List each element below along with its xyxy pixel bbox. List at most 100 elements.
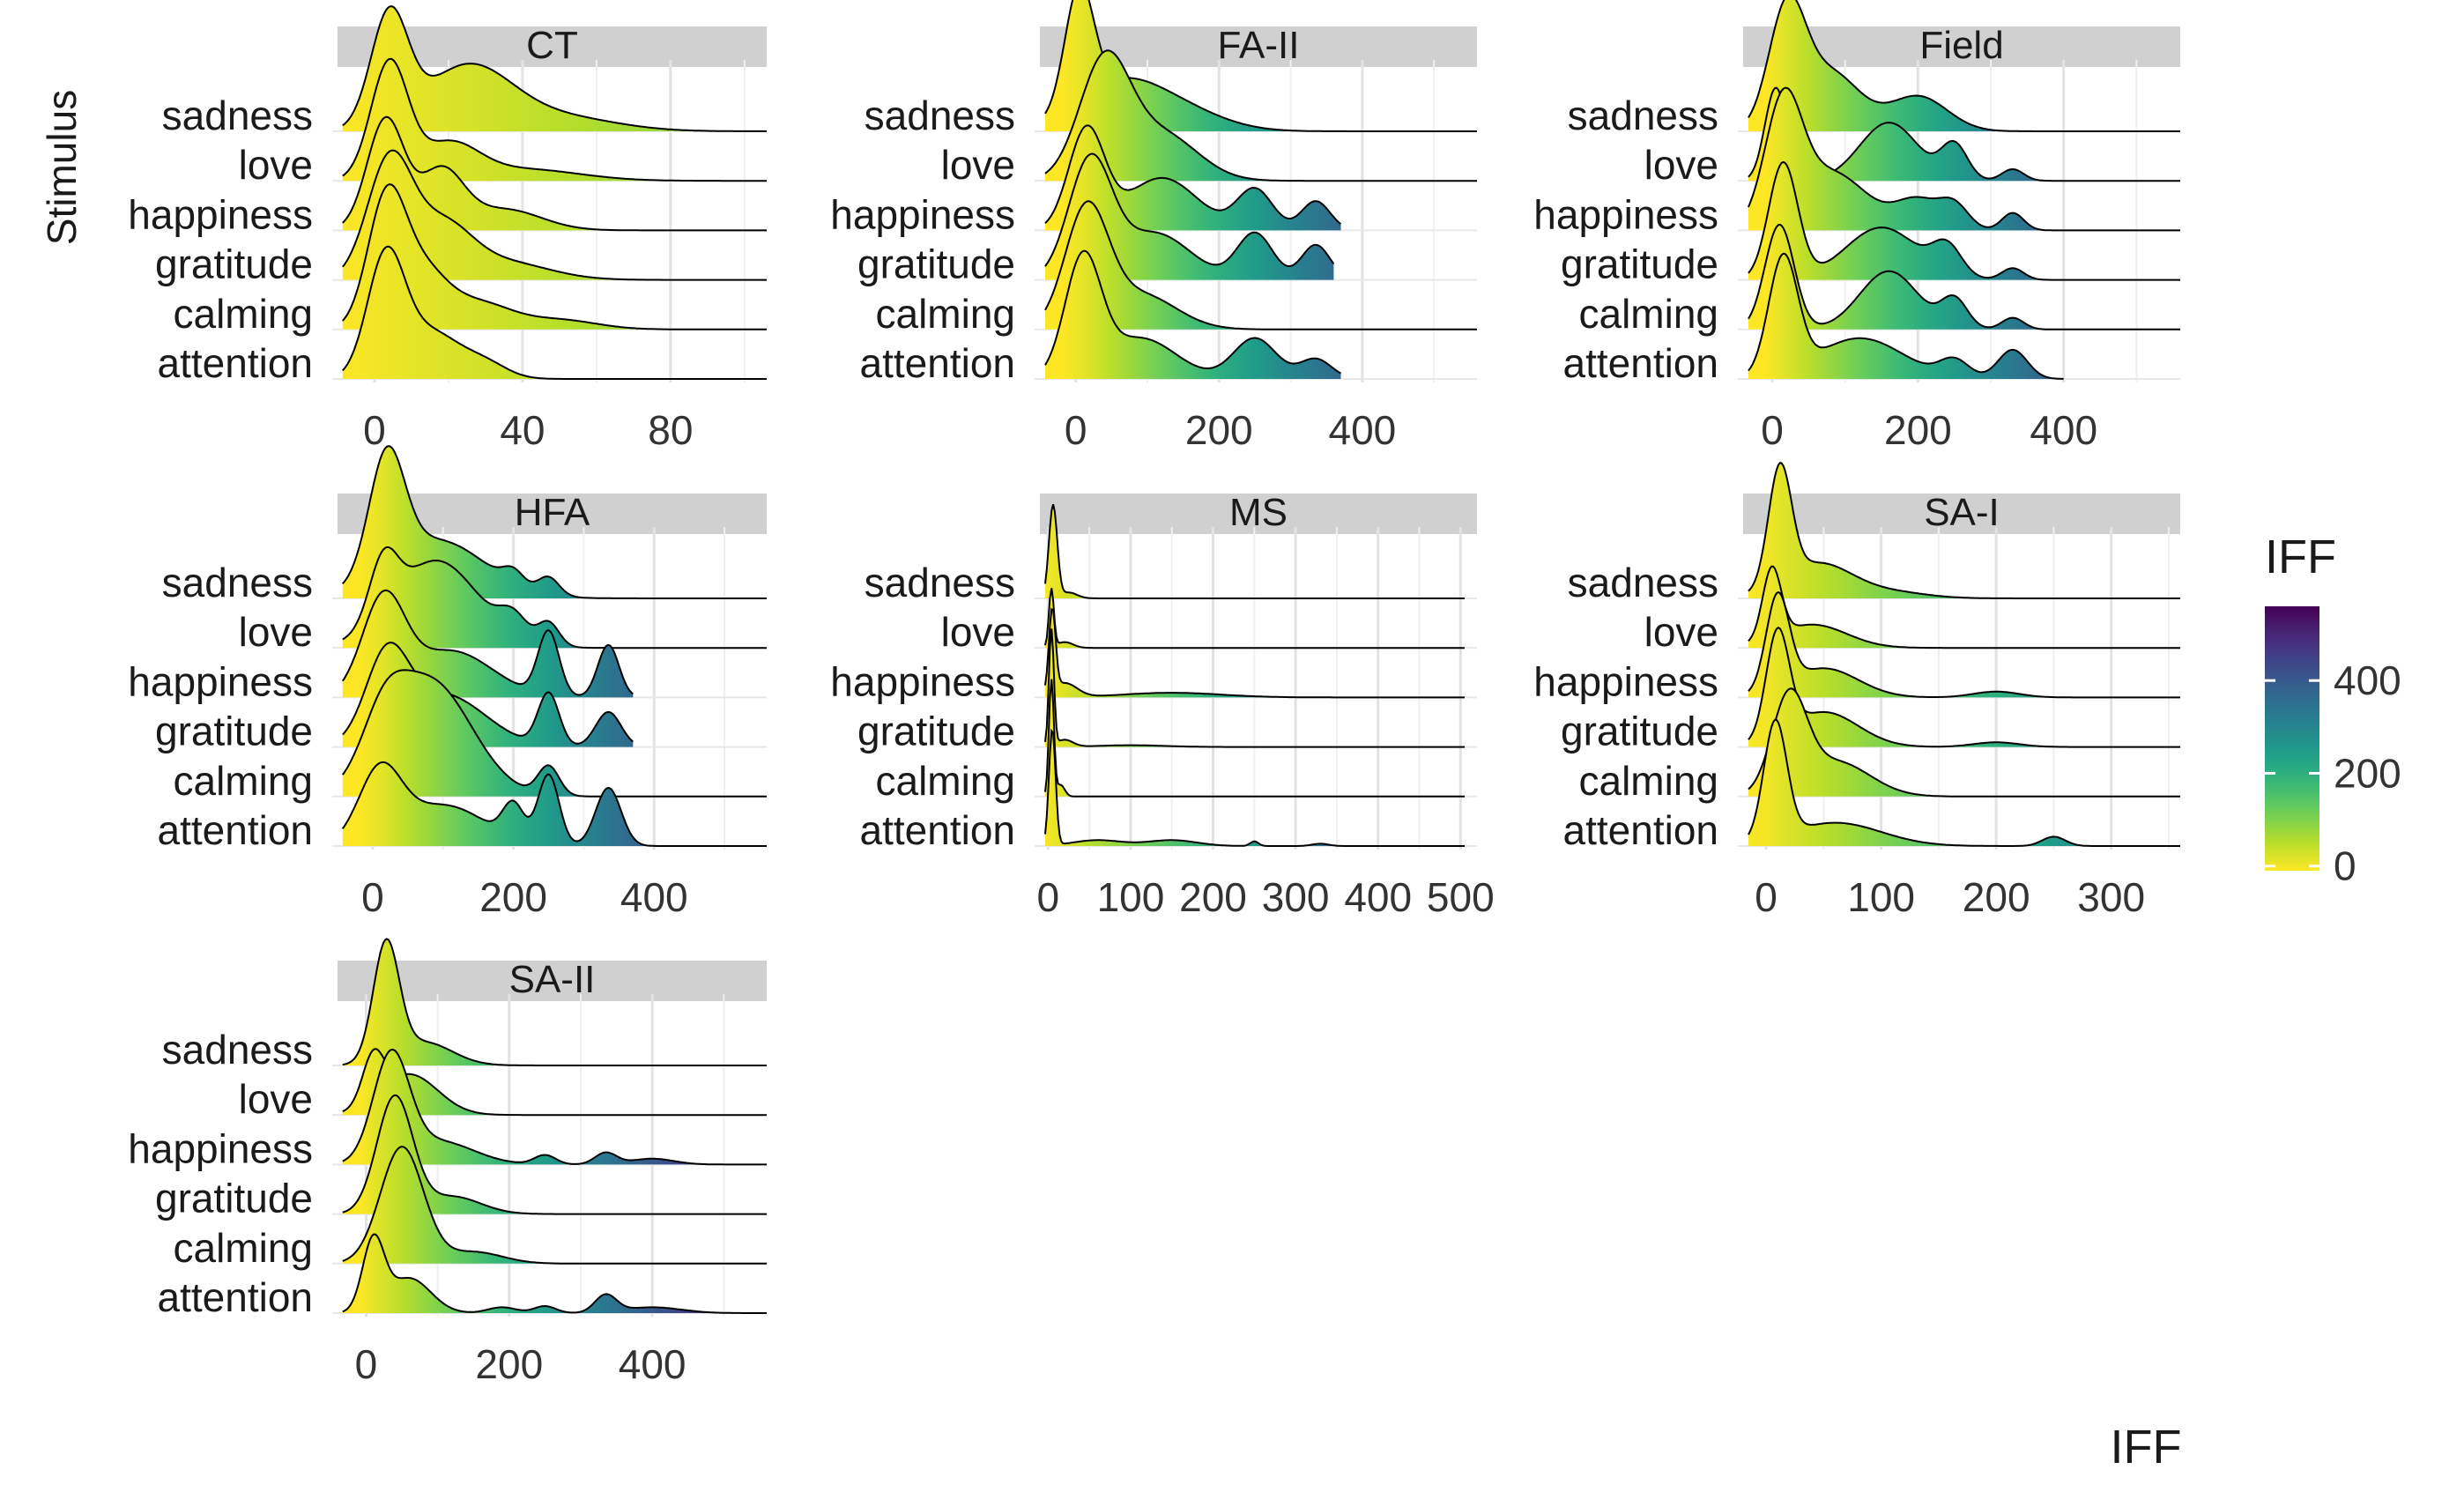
ridge-fill-sadness <box>1748 0 2180 131</box>
y-tick-label-attention: attention <box>1563 340 1718 386</box>
y-tick-label-gratitude: gratitude <box>857 241 1015 287</box>
ridge-line-love <box>1748 565 2180 650</box>
ridge-line-gratitude <box>1748 160 2180 281</box>
facet-panel-field: Field attentioncalminggratitudehappinessl… <box>1533 0 2180 453</box>
ridge-line-happiness <box>342 1048 767 1166</box>
ridge-fill-calming <box>342 670 767 797</box>
ridge-fill-love <box>1748 87 2180 182</box>
ridge-line-happiness <box>1748 86 2180 232</box>
x-tick-label: 0 <box>363 407 386 453</box>
y-axis-title: Stimulus <box>39 90 85 245</box>
facet-strip <box>1040 494 1477 534</box>
ridge-fill-sadness <box>1748 463 2180 598</box>
ridge-line-sadness <box>342 5 768 132</box>
ridge-line-gratitude <box>342 149 767 281</box>
ridge-fill-happiness <box>342 116 767 231</box>
x-tick-label: 0 <box>355 1341 378 1387</box>
x-tick-label: 40 <box>500 407 545 453</box>
x-tick-label: 100 <box>1847 874 1915 920</box>
x-tick-label: 200 <box>1884 407 1952 453</box>
facet-strip-label: SA-II <box>509 958 596 1001</box>
ridge-line-gratitude <box>342 1094 767 1215</box>
y-tick-label-sadness: sadness <box>162 1027 313 1073</box>
ridge-fill-sadness <box>342 446 767 598</box>
x-tick-label: 0 <box>361 874 384 920</box>
x-tick-label: 400 <box>620 874 688 920</box>
x-tick-label: 0 <box>1037 874 1060 920</box>
ridge-line-attention <box>1044 249 1342 375</box>
ridge-line-gratitude <box>1748 627 2180 748</box>
y-tick-label-attention: attention <box>860 340 1015 386</box>
ridge-line-calming <box>342 183 767 330</box>
ridge-fill-calming <box>1748 688 2180 797</box>
y-tick-label-calming: calming <box>1578 291 1718 337</box>
y-tick-label-sadness: sadness <box>865 560 1015 605</box>
ridge-line-sadness <box>342 938 767 1066</box>
y-tick-label-sadness: sadness <box>162 560 313 605</box>
facet-strip <box>338 961 767 1001</box>
ridge-fill-gratitude <box>342 150 767 280</box>
x-tick-label: 200 <box>479 874 547 920</box>
facet-strip-label: MS <box>1229 491 1288 534</box>
y-tick-label-happiness: happiness <box>128 658 313 704</box>
ridge-fill-sadness <box>342 6 767 131</box>
x-tick-label: 400 <box>1344 874 1412 920</box>
ridge-line-attention <box>1044 728 1465 847</box>
ridge-fill-happiness <box>1748 87 2180 231</box>
ridge-fill-calming <box>1045 201 1477 330</box>
y-tick-label-gratitude: gratitude <box>155 241 313 287</box>
ridge-line-love <box>342 1048 767 1117</box>
y-tick-label-sadness: sadness <box>1568 560 1718 605</box>
ridge-line-gratitude <box>1044 628 1465 748</box>
y-tick-label-love: love <box>941 609 1015 655</box>
ridge-fill-attention <box>1045 250 1341 379</box>
ridge-line-attention <box>341 761 767 847</box>
ridge-line-love <box>1044 49 1477 182</box>
ridge-fill-love <box>342 547 767 649</box>
ridge-fill-gratitude <box>1748 161 2180 280</box>
facet-strip-label: CT <box>526 24 578 67</box>
ridge-fill-sadness <box>342 939 767 1065</box>
x-tick-label: 0 <box>1065 407 1087 453</box>
ridge-fill-attention <box>342 761 767 846</box>
x-tick-label: 500 <box>1427 874 1495 920</box>
ridge-fill-attention <box>342 246 767 379</box>
y-tick-label-love: love <box>941 142 1015 188</box>
y-tick-label-love: love <box>239 609 313 655</box>
facet-panel-ct: CT attentioncalminggratitudehappinesslove… <box>128 5 768 453</box>
ridge-line-attention <box>1748 718 2180 847</box>
ridge-fill-calming <box>1748 224 2180 330</box>
ridge-fill-love <box>342 58 767 182</box>
ridge-fill-love <box>1045 50 1477 182</box>
y-tick-label-calming: calming <box>1578 758 1718 804</box>
y-tick-label-attention: attention <box>1563 807 1718 853</box>
x-tick-label: 400 <box>1329 407 1397 453</box>
ridge-line-sadness <box>1748 0 2180 132</box>
facet-strip <box>1743 494 2180 534</box>
y-tick-label-gratitude: gratitude <box>1561 241 1718 287</box>
x-tick-label: 0 <box>1761 407 1784 453</box>
ridge-line-sadness <box>1044 503 1465 599</box>
y-tick-label-gratitude: gratitude <box>155 1176 313 1221</box>
y-tick-label-sadness: sadness <box>162 93 313 138</box>
y-tick-label-calming: calming <box>173 758 313 804</box>
ridge-fill-calming <box>342 184 767 330</box>
ridge-line-attention <box>342 1233 767 1314</box>
legend-tick-label: 0 <box>2334 843 2356 889</box>
x-tick-label: 300 <box>1262 874 1330 920</box>
facet-strip-label: SA-I <box>1924 491 2000 534</box>
ridge-line-love <box>1044 588 1465 650</box>
x-tick-label: 200 <box>1963 874 2030 920</box>
ridge-line-gratitude <box>342 642 634 745</box>
ridge-line-calming <box>342 1146 767 1265</box>
y-tick-label-love: love <box>239 142 313 188</box>
y-tick-label-attention: attention <box>860 807 1015 853</box>
ridge-line-happiness <box>342 115 767 232</box>
ridge-line-sadness <box>342 445 767 599</box>
facet-strip-label: Field <box>1919 24 2003 67</box>
y-tick-label-sadness: sadness <box>865 93 1015 138</box>
x-tick-label: 200 <box>1179 874 1247 920</box>
ridge-line-love <box>342 546 767 650</box>
y-tick-label-attention: attention <box>158 807 313 853</box>
